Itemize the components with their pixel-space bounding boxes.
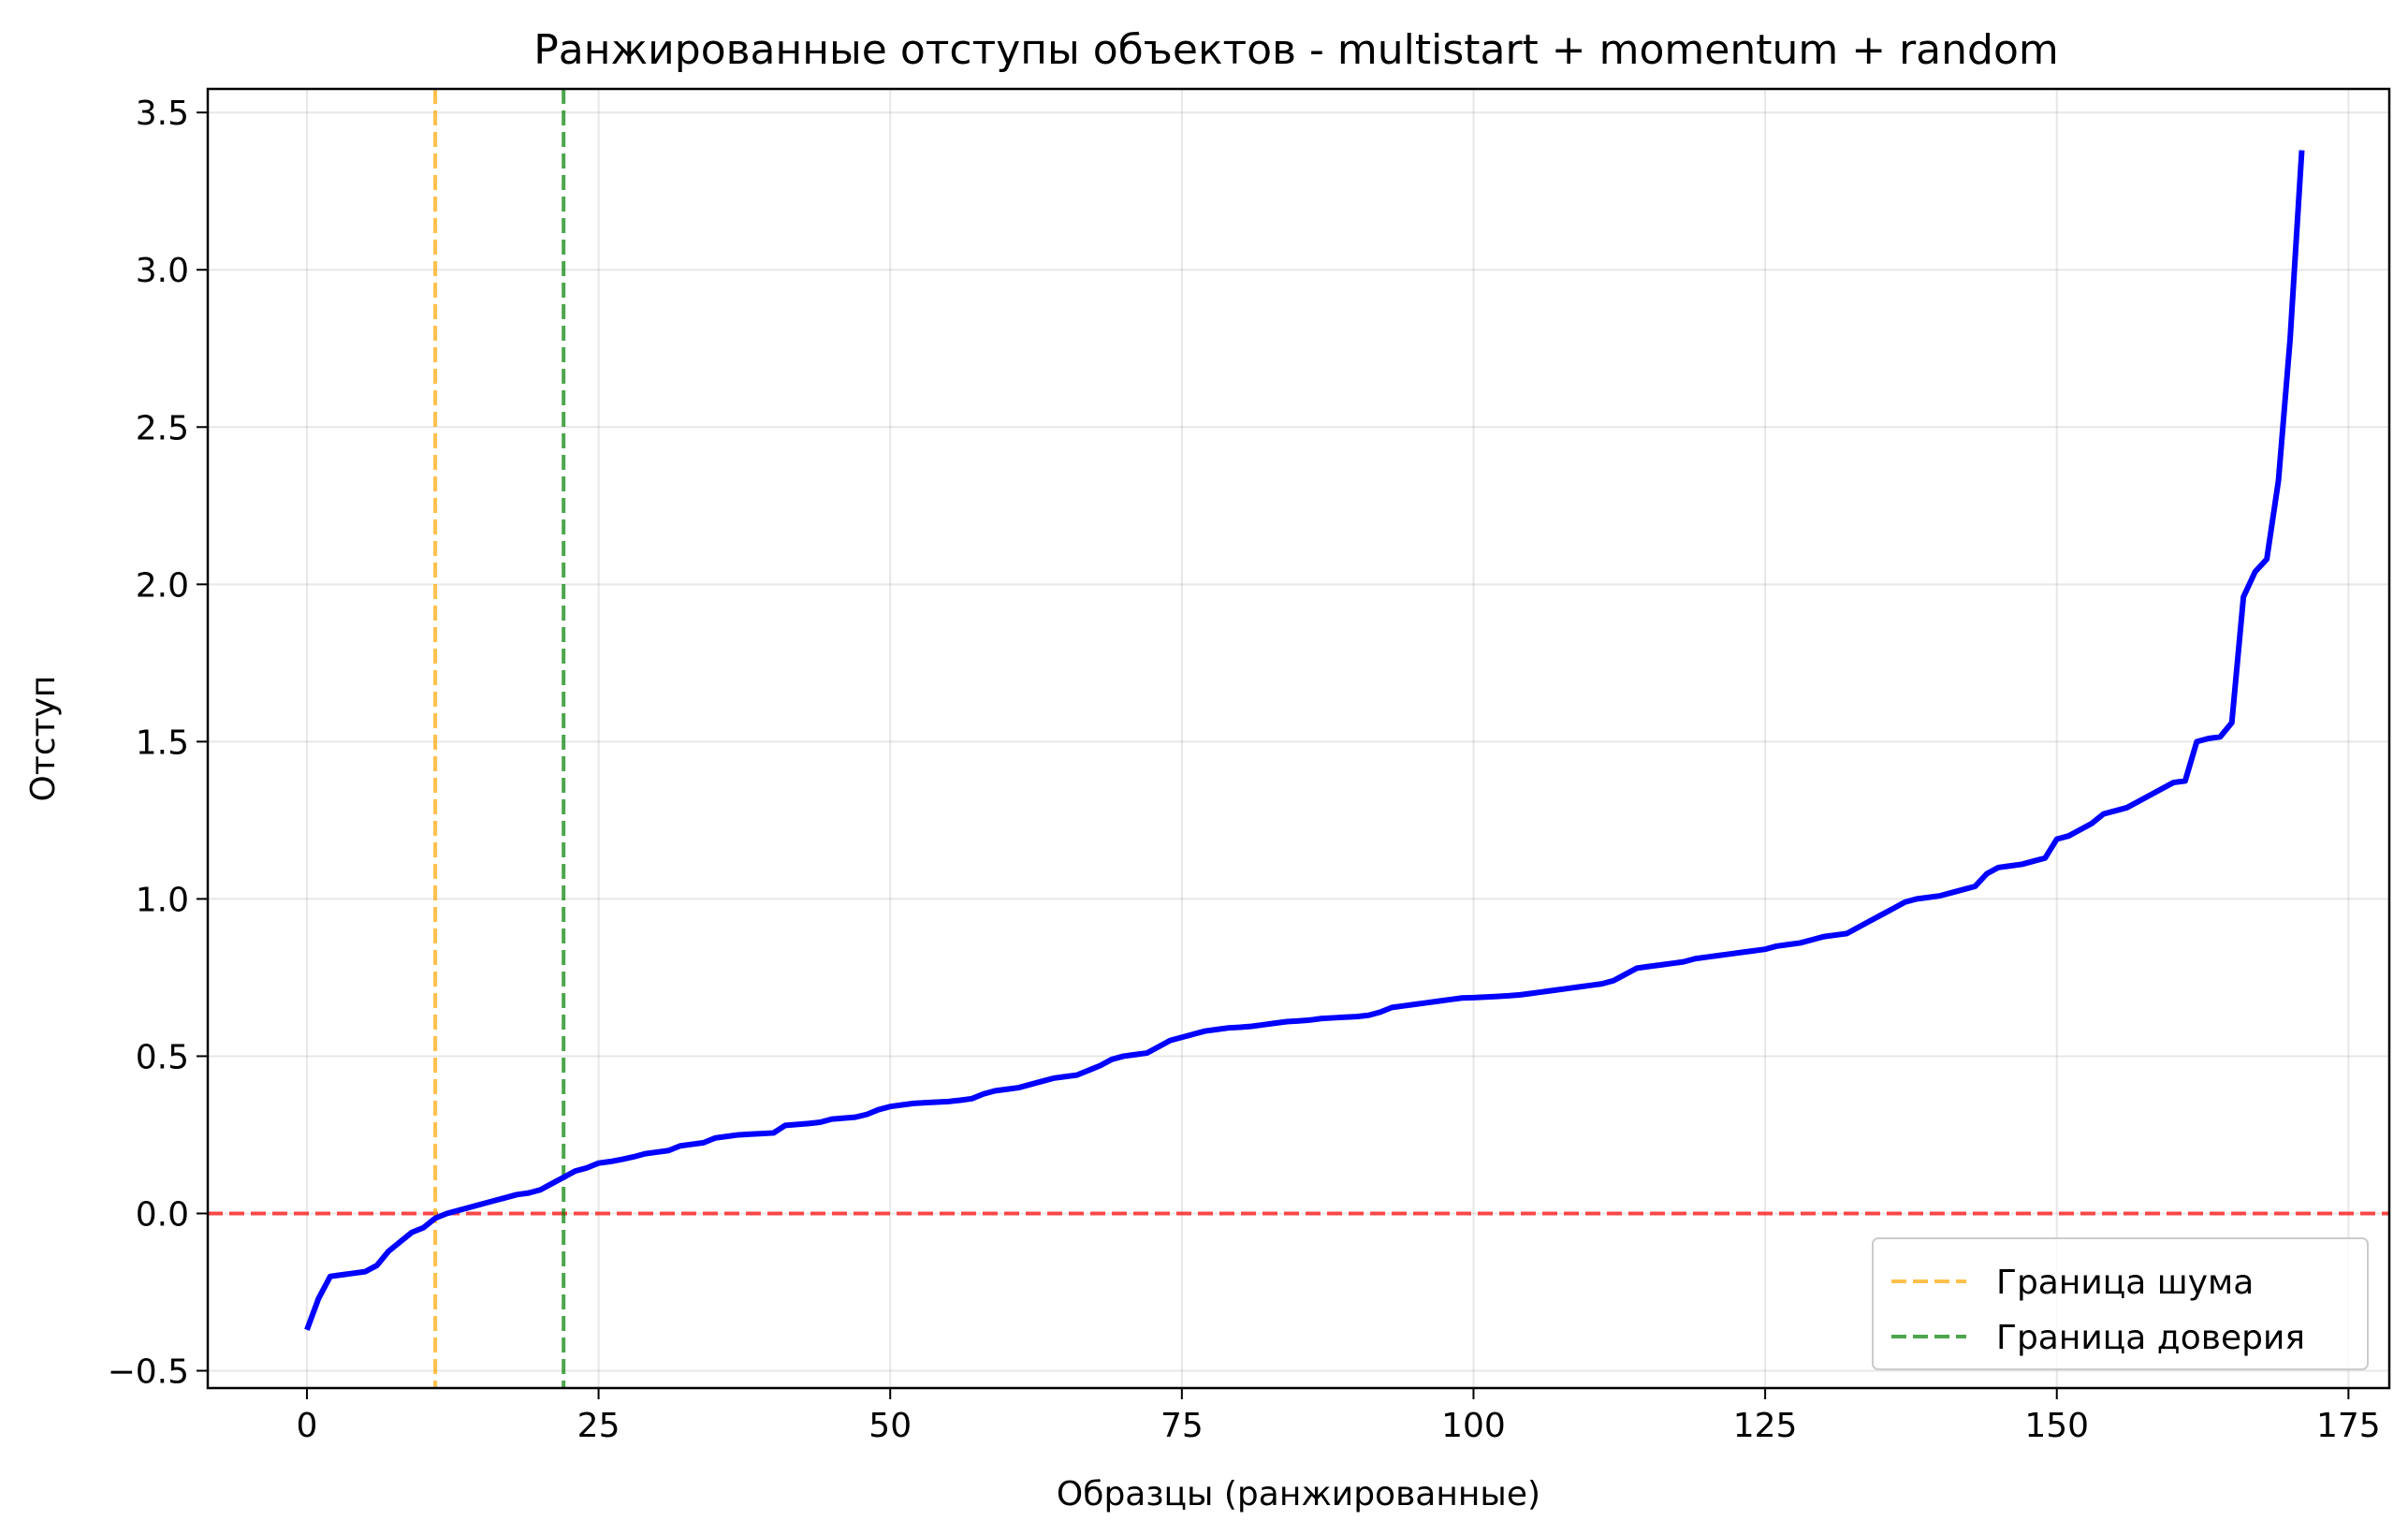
x-tick-label: 125 bbox=[1733, 1407, 1798, 1445]
y-tick-label: 0.5 bbox=[136, 1038, 189, 1076]
legend: Граница шума Граница доверия bbox=[1872, 1237, 2369, 1370]
x-tick-label: 150 bbox=[2024, 1407, 2089, 1445]
y-tick-label: 3.5 bbox=[136, 95, 189, 133]
legend-box bbox=[1872, 1237, 2369, 1370]
x-tick-label: 0 bbox=[297, 1407, 318, 1445]
y-tick-label: 0.0 bbox=[136, 1195, 189, 1234]
plot-area bbox=[208, 89, 2389, 1388]
x-tick-label: 100 bbox=[1441, 1407, 1506, 1445]
x-tick-label: 50 bbox=[868, 1407, 912, 1445]
y-tick-label: 1.5 bbox=[136, 724, 189, 762]
x-axis-title: Образцы (ранжированные) bbox=[1057, 1475, 1540, 1513]
y-tick-label: 1.0 bbox=[136, 881, 189, 919]
margin-series-line bbox=[304, 150, 2305, 1331]
x-tick-label: 25 bbox=[577, 1407, 620, 1445]
axis-ticks: 0 25 50 75 100 125 150 175 −0.5 0.0 0.5 1.0 1.5 2.0 2.… bbox=[108, 95, 2381, 1445]
y-axis-title: Отступ bbox=[24, 676, 63, 802]
y-tick-label: 3.0 bbox=[136, 252, 189, 290]
grid bbox=[208, 89, 2389, 1388]
y-tick-label: 2.0 bbox=[136, 566, 189, 605]
y-tick-label: −0.5 bbox=[108, 1353, 189, 1392]
legend-label-noise-boundary: Граница шума bbox=[1996, 1264, 2254, 1302]
chart-title: Ранжированные отступы объектов - multist… bbox=[533, 26, 2058, 74]
axes-frame bbox=[206, 87, 2391, 1390]
y-tick-label: 2.5 bbox=[136, 409, 189, 447]
x-tick-label: 75 bbox=[1160, 1407, 1204, 1445]
x-tick-label: 175 bbox=[2316, 1407, 2381, 1445]
legend-label-confidence-boundary: Граница доверия bbox=[1996, 1319, 2305, 1357]
